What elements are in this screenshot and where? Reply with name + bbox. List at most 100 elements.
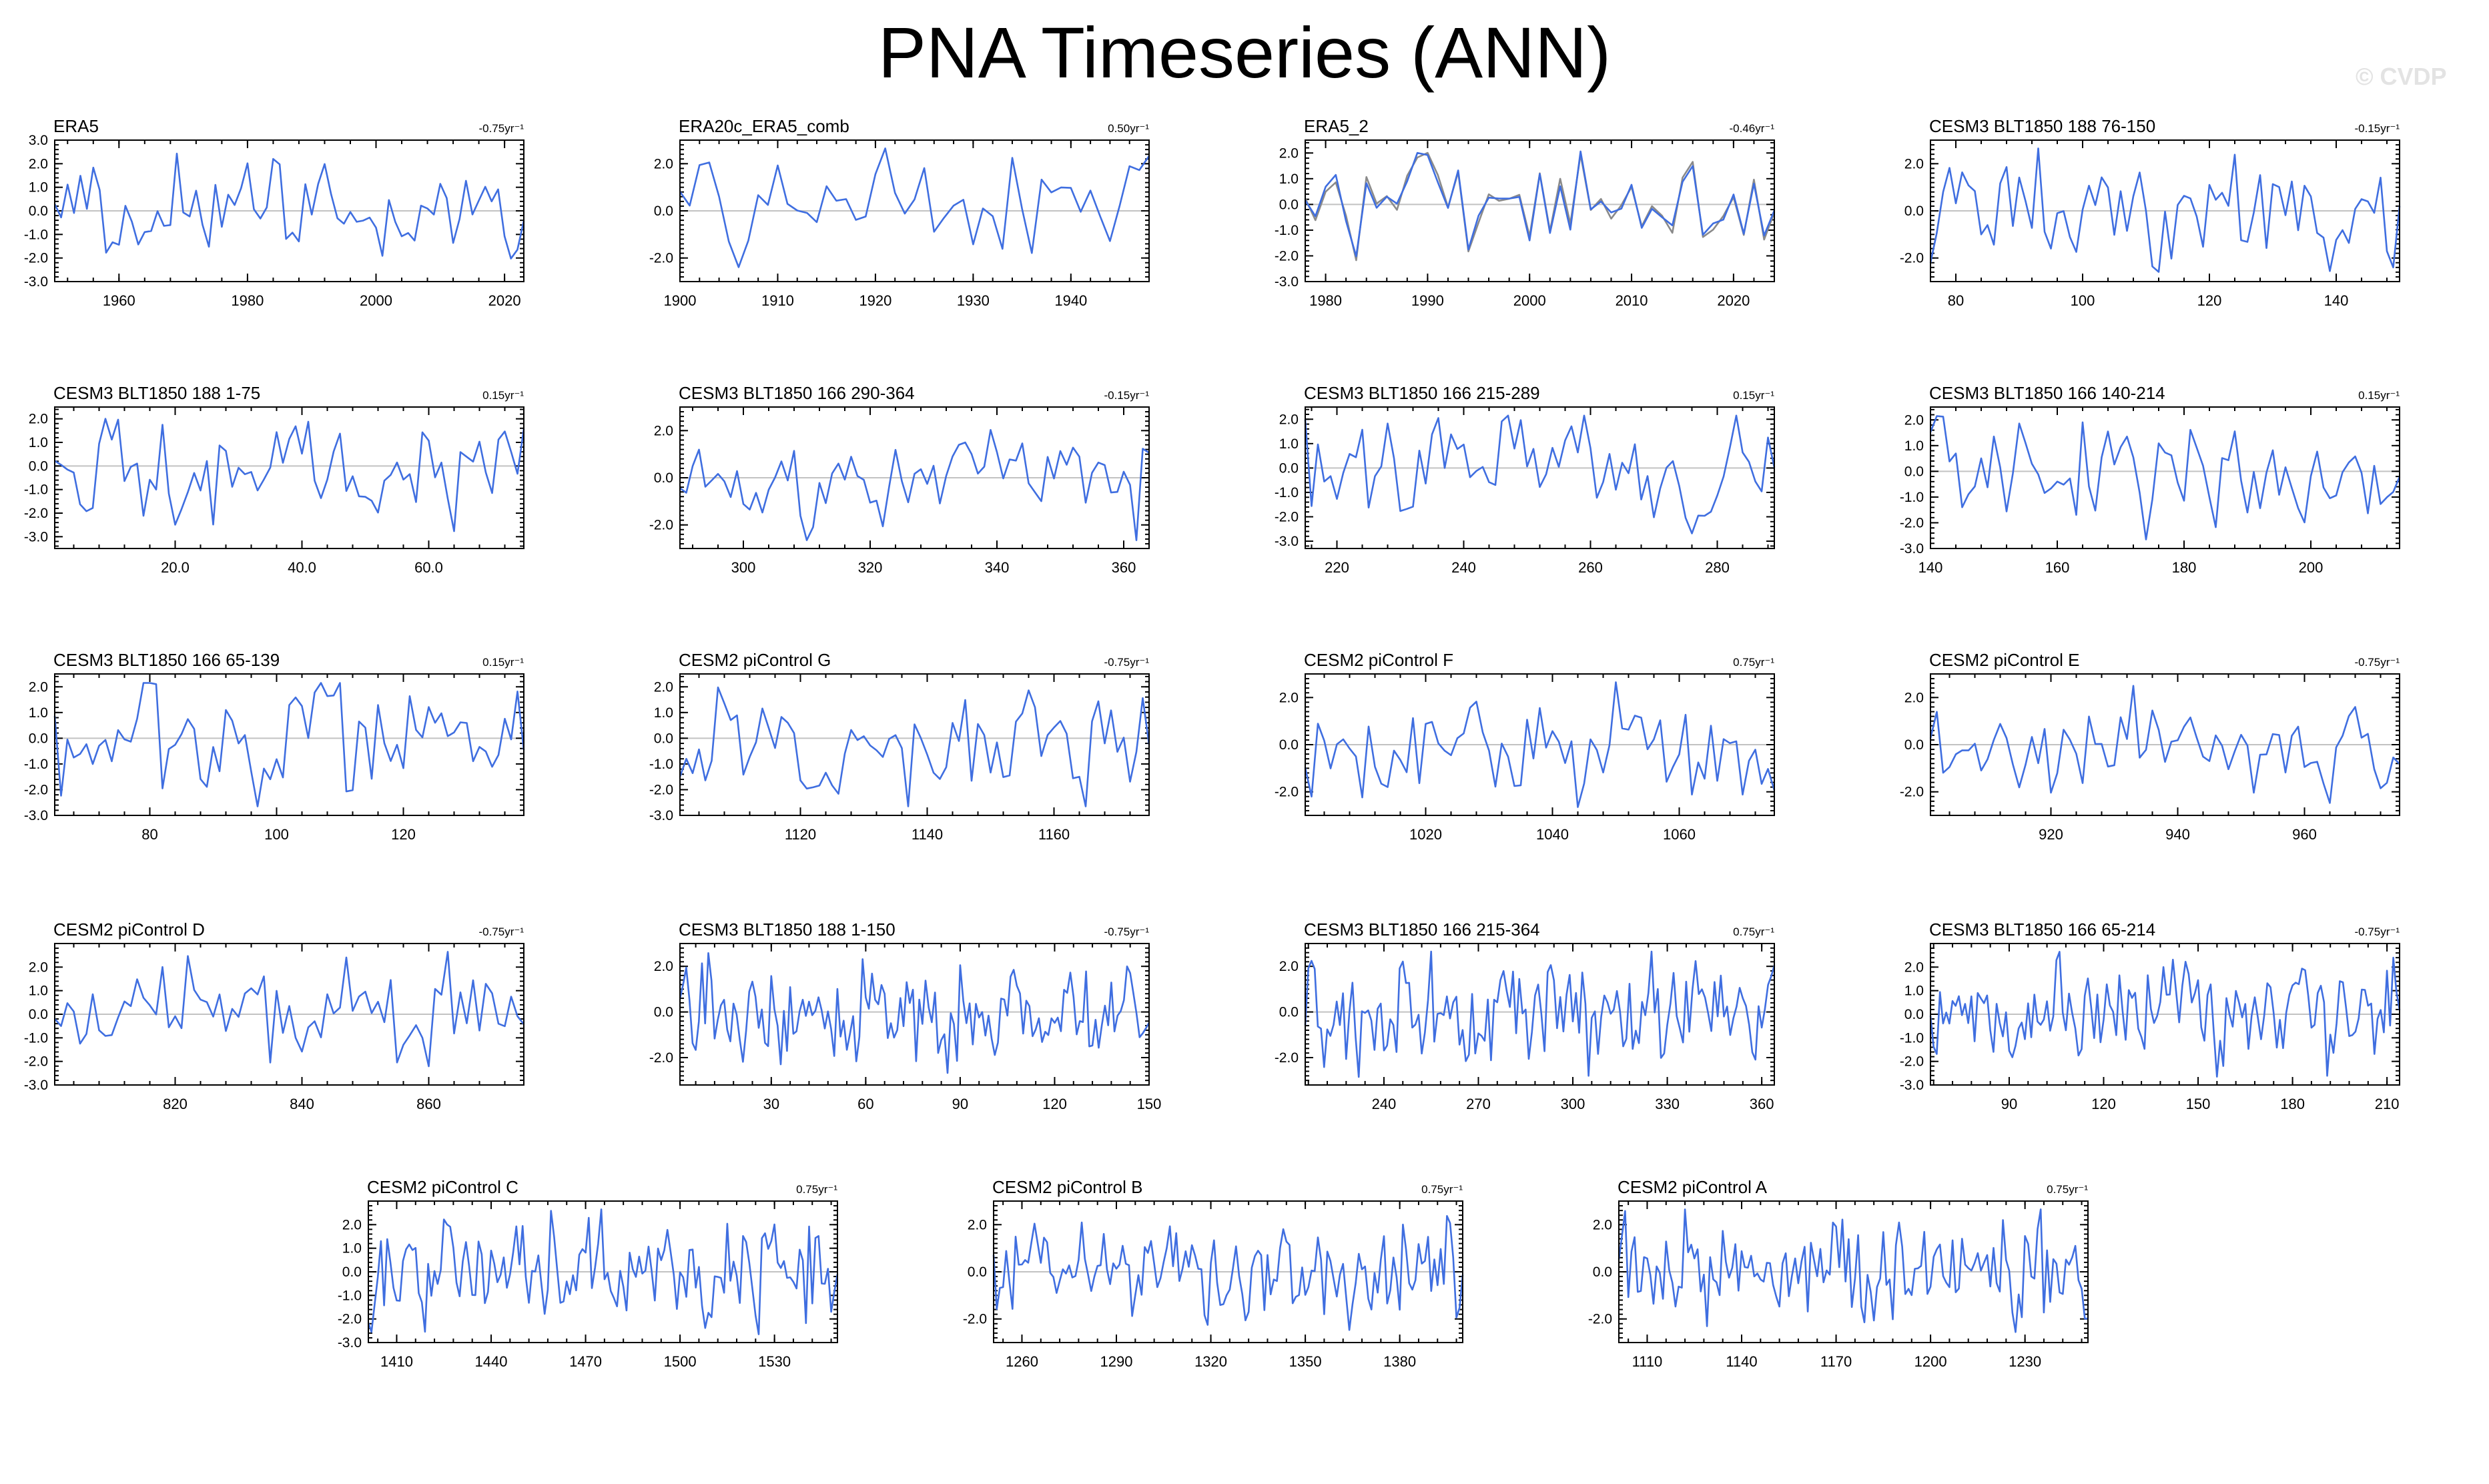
x-tick-label: 20.0 (161, 559, 190, 576)
y-tick-label: 2.0 (1904, 156, 1924, 171)
x-tick-label: 1320 (1194, 1353, 1227, 1370)
plot-frame (1930, 673, 2400, 816)
y-tick-label: -2.0 (963, 1312, 987, 1327)
trend-label: 0.75yr⁻¹ (1421, 1183, 1463, 1196)
x-tick-label: 280 (1705, 559, 1730, 576)
pna-series-line (1929, 147, 2401, 273)
x-tick-label: 1160 (1038, 826, 1070, 843)
x-tick-label: 1410 (380, 1353, 413, 1370)
y-tick-label: 1.0 (29, 180, 48, 196)
x-tick-label: 1170 (1820, 1353, 1852, 1370)
x-tick-label: 320 (858, 559, 883, 576)
y-tick-label: -2.0 (1900, 251, 1924, 266)
x-tick-label: 200 (2299, 559, 2324, 576)
y-tick-label: -3.0 (338, 1335, 362, 1351)
x-tick-label: 940 (2165, 826, 2190, 843)
pna-series-line (1304, 950, 1776, 1078)
x-tick-label: 2000 (1513, 292, 1546, 309)
x-tick-label: 2010 (1616, 292, 1648, 309)
plot-frame (679, 406, 1150, 549)
y-tick-label: 0.0 (654, 470, 673, 486)
y-tick-label: -1.0 (649, 757, 673, 772)
x-tick-label: 1040 (1536, 826, 1569, 843)
plot-frame (368, 1200, 838, 1343)
x-tick-label: 2000 (360, 292, 392, 309)
x-tick-label: 270 (1466, 1096, 1491, 1112)
y-tick-label: -2.0 (1275, 785, 1299, 800)
x-tick-label: 1120 (785, 826, 816, 843)
y-tick-label: 0.0 (968, 1264, 987, 1280)
y-tick-label: 0.0 (1904, 737, 1924, 753)
x-tick-label: 60.0 (414, 559, 443, 576)
panel-title: CESM2 piControl E (1929, 650, 2079, 670)
y-tick-label: 2.0 (1279, 145, 1299, 161)
y-tick-label: 0.0 (29, 1007, 48, 1022)
y-tick-label: -2.0 (1900, 1054, 1924, 1070)
x-tick-label: 1930 (957, 292, 990, 309)
pna-series-line (679, 686, 1150, 807)
watermark: © CVDP (2356, 63, 2447, 90)
y-tick-label: -2.0 (24, 251, 48, 266)
y-tick-label: -3.0 (1275, 274, 1299, 290)
x-tick-label: 180 (2280, 1096, 2305, 1112)
pna-series-line (1304, 150, 1776, 258)
y-tick-label: -2.0 (1900, 515, 1924, 530)
pna-series-line (54, 418, 525, 532)
plot-frame (1618, 1200, 2089, 1343)
x-tick-label: 240 (1372, 1096, 1397, 1112)
y-tick-label: -2.0 (649, 251, 673, 266)
pna-panel-5: CESM3 BLT1850 188 1-75 0.15yr⁻¹ -3.0 -2.0 -1… (24, 383, 525, 576)
pna-panel-11: CESM2 piControl F 0.75yr⁻¹ -2.0 0.0 2.0 1020 1… (1275, 650, 1776, 843)
y-tick-label: -3.0 (1900, 541, 1924, 556)
x-tick-label: 1940 (1054, 292, 1087, 309)
x-tick-label: 1380 (1383, 1353, 1416, 1370)
x-tick-label: 960 (2292, 826, 2317, 843)
pna-panel-12: CESM2 piControl E -0.75yr⁻¹ -2.0 0.0 2.0 920 9… (1900, 650, 2400, 843)
y-tick-label: 0.0 (29, 458, 48, 474)
y-tick-label: -2.0 (24, 1054, 48, 1070)
y-tick-label: 2.0 (29, 679, 48, 695)
y-tick-label: 0.0 (1279, 1005, 1299, 1020)
trend-label: 0.75yr⁻¹ (1733, 656, 1774, 669)
panel-title: CESM3 BLT1850 166 140-214 (1929, 383, 2165, 403)
x-tick-label: 340 (985, 559, 1010, 576)
y-tick-label: -1.0 (24, 757, 48, 772)
page-title: PNA Timeseries (ANN) (877, 12, 1612, 93)
panel-title: CESM2 piControl G (679, 650, 831, 670)
y-tick-label: 0.0 (29, 204, 48, 219)
x-tick-label: 360 (1750, 1096, 1774, 1112)
y-tick-label: 2.0 (1904, 960, 1924, 975)
plot-frame (679, 673, 1150, 816)
x-tick-label: 150 (1137, 1096, 1162, 1112)
y-tick-label: 0.0 (654, 1005, 673, 1020)
pna-series-line (1304, 681, 1776, 808)
x-tick-label: 1910 (761, 292, 794, 309)
x-tick-label: 100 (264, 826, 289, 843)
y-tick-label: 2.0 (968, 1217, 987, 1232)
y-tick-label: -2.0 (1275, 248, 1299, 264)
plot-frame (679, 139, 1150, 282)
y-tick-label: -3.0 (24, 808, 48, 823)
y-tick-label: 2.0 (342, 1217, 362, 1232)
y-tick-label: 0.0 (1279, 197, 1299, 212)
y-tick-label: 0.0 (29, 731, 48, 746)
x-tick-label: 120 (391, 826, 416, 843)
y-tick-label: -1.0 (338, 1288, 362, 1303)
y-tick-label: -2.0 (24, 506, 48, 521)
pna-series-line (679, 429, 1150, 541)
trend-label: -0.15yr⁻¹ (2354, 122, 2400, 135)
x-tick-label: 1470 (569, 1353, 602, 1370)
x-tick-label: 150 (2186, 1096, 2211, 1112)
panel-title: CESM3 BLT1850 188 1-75 (53, 383, 260, 403)
y-tick-label: -2.0 (338, 1312, 362, 1327)
x-tick-label: 1020 (1409, 826, 1442, 843)
y-tick-label: -3.0 (24, 274, 48, 290)
y-tick-label: -3.0 (24, 529, 48, 544)
x-tick-label: 860 (416, 1096, 441, 1112)
x-tick-label: 920 (2039, 826, 2063, 843)
x-tick-label: 120 (2091, 1096, 2116, 1112)
x-tick-label: 1500 (664, 1353, 697, 1370)
plot-frame (54, 139, 524, 282)
x-tick-label: 840 (290, 1096, 314, 1112)
